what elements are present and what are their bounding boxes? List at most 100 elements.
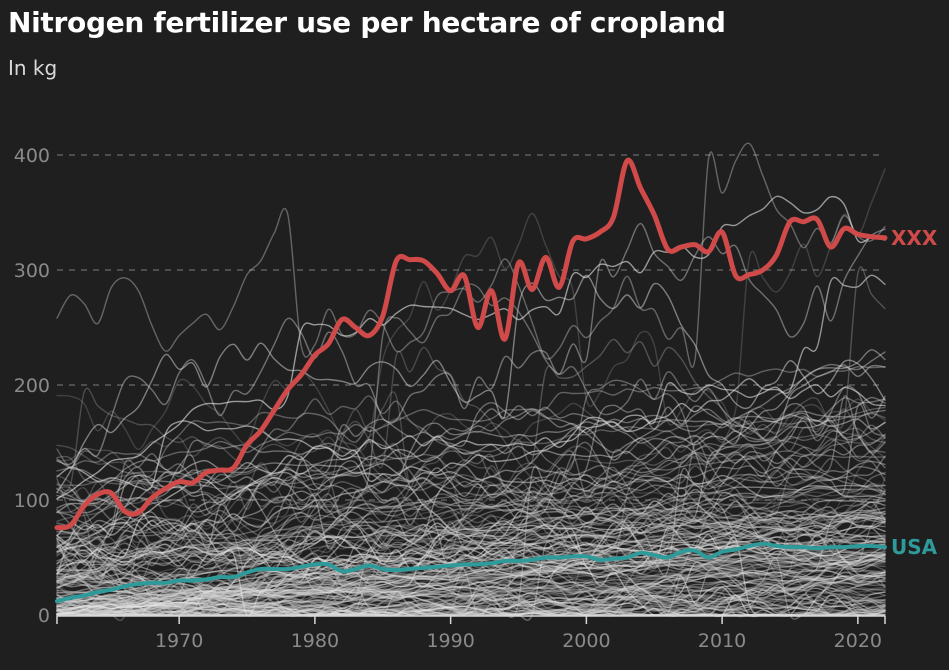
background-country-line	[56, 520, 886, 578]
background-country-line	[56, 434, 886, 522]
background-country-line	[56, 466, 886, 578]
background-country-line	[56, 395, 886, 519]
background-country-line	[56, 168, 886, 453]
background-country-line	[56, 566, 886, 617]
background-country-line	[56, 433, 886, 510]
background-country-line	[56, 460, 886, 513]
background-country-line	[56, 552, 886, 617]
series-label-usa: USA	[891, 535, 938, 559]
background-country-line	[56, 525, 886, 616]
background-country-line	[56, 584, 886, 617]
background-country-line	[56, 349, 886, 563]
x-tick-label: 2010	[698, 630, 746, 652]
background-country-line	[56, 453, 886, 557]
background-country-line	[56, 410, 886, 549]
background-country-line	[56, 520, 886, 617]
background-country-line	[56, 563, 886, 613]
background-country-line	[56, 546, 886, 608]
background-country-line	[56, 571, 886, 616]
x-tick-label: 2020	[834, 630, 882, 652]
background-country-line	[56, 483, 886, 573]
background-country-line	[56, 406, 886, 490]
background-country-line	[56, 540, 886, 588]
background-country-line	[56, 587, 886, 617]
background-country-line	[56, 517, 886, 607]
background-country-line	[56, 472, 886, 615]
background-country-line	[56, 581, 886, 616]
background-country-line	[56, 450, 886, 551]
background-country-line	[56, 473, 886, 593]
y-tick-label: 200	[14, 375, 50, 397]
background-country-line	[56, 585, 886, 608]
series-line-usa	[55, 541, 887, 604]
background-country-line	[56, 592, 886, 616]
highlight-series: XXX USA	[54, 157, 938, 604]
background-country-line	[56, 505, 886, 585]
background-country-line	[56, 574, 886, 612]
background-country-line	[56, 586, 886, 616]
background-country-line	[56, 553, 886, 613]
y-tick-label: 400	[14, 145, 50, 167]
background-country-line	[56, 468, 886, 622]
background-country-line	[56, 195, 886, 500]
background-country-line	[56, 468, 886, 562]
background-country-line	[56, 514, 886, 597]
background-country-line	[56, 396, 886, 482]
background-country-line	[56, 409, 886, 503]
axis-layer: 0 100 200 300 400 1970 1980 1990 2000 2010 2020	[14, 145, 886, 652]
background-country-line	[56, 496, 886, 542]
background-country-line	[56, 491, 886, 618]
background-country-line	[56, 552, 886, 616]
background-country-lines	[56, 142, 886, 622]
background-country-line	[56, 582, 886, 596]
background-country-line	[56, 499, 886, 614]
background-country-line	[56, 555, 886, 617]
y-tick-label: 0	[38, 605, 50, 627]
background-country-line	[56, 351, 886, 514]
background-country-line	[56, 391, 886, 546]
y-tick-label: 300	[14, 260, 50, 282]
background-country-line	[56, 142, 886, 368]
background-country-line	[56, 514, 886, 611]
background-country-line	[56, 571, 886, 616]
background-country-line	[56, 588, 886, 616]
series-label-xxx: XXX	[891, 226, 938, 250]
background-country-line	[56, 508, 886, 618]
background-country-line	[56, 444, 886, 617]
background-country-line	[56, 566, 886, 616]
background-country-line	[56, 575, 886, 616]
background-country-line	[56, 416, 886, 621]
chart-title: Nitrogen fertilizer use per hectare of c…	[8, 6, 726, 39]
background-country-line	[56, 412, 886, 514]
background-country-line	[56, 416, 886, 586]
background-country-line	[56, 593, 886, 617]
background-country-line	[56, 594, 886, 617]
background-country-line	[56, 487, 886, 566]
background-country-line	[56, 504, 886, 589]
background-country-line	[56, 430, 886, 562]
background-country-line	[56, 274, 886, 494]
background-country-line	[56, 594, 886, 617]
background-country-line	[56, 379, 886, 538]
background-country-line	[56, 503, 886, 578]
background-country-line	[56, 545, 886, 616]
background-country-line	[56, 266, 886, 581]
background-country-line	[56, 578, 886, 616]
background-country-line	[56, 522, 886, 606]
background-country-line	[56, 555, 886, 603]
background-country-line	[56, 476, 886, 564]
x-tick-label: 1990	[426, 630, 474, 652]
background-country-line	[56, 486, 886, 591]
background-country-line	[56, 365, 886, 472]
background-country-line	[56, 557, 886, 606]
series-line-xxx	[54, 157, 888, 531]
background-country-line	[56, 524, 886, 597]
chart-subtitle: In kg	[8, 56, 58, 80]
background-country-line	[56, 540, 886, 617]
x-tick-label: 1980	[291, 630, 339, 652]
background-country-line	[56, 397, 886, 548]
background-country-line	[56, 549, 886, 599]
background-country-line	[56, 455, 886, 584]
